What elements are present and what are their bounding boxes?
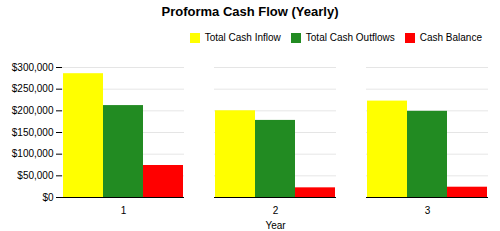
svg-text:$50,000: $50,000	[17, 170, 54, 181]
svg-text:$200,000: $200,000	[12, 105, 54, 116]
svg-text:$100,000: $100,000	[12, 148, 54, 159]
svg-text:$0: $0	[42, 192, 54, 203]
svg-text:2: 2	[273, 205, 279, 216]
html-text:Proforma Cash Flow (Yearly): Proforma Cash Flow (Yearly)	[161, 4, 339, 19]
svg-text:$250,000: $250,000	[12, 83, 54, 94]
svg-text:3: 3	[425, 205, 431, 216]
svg-text:Year: Year	[265, 220, 286, 231]
html-text:Total Cash Inflow: Total Cash Inflow	[204, 32, 281, 43]
html-text:Total Cash Outflows: Total Cash Outflows	[305, 32, 395, 43]
svg-text:$150,000: $150,000	[12, 127, 54, 138]
svg-text:1: 1	[121, 205, 127, 216]
svg-text:$300,000: $300,000	[12, 62, 54, 73]
html-text:Cash Balance: Cash Balance	[419, 32, 482, 43]
